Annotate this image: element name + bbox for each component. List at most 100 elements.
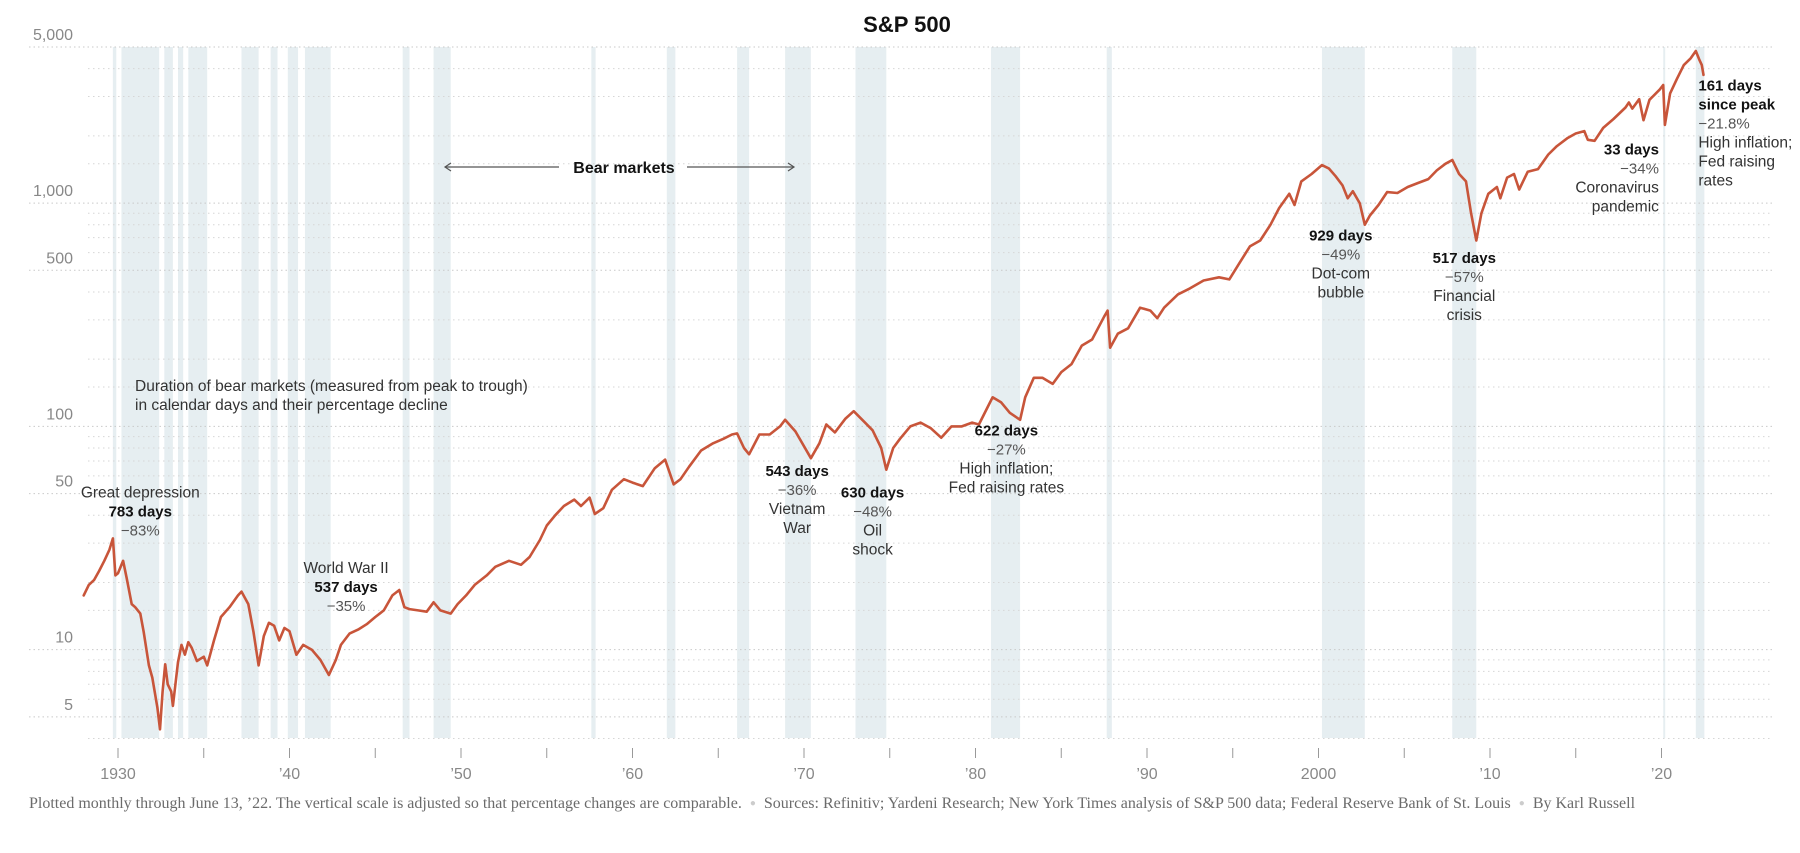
annotation-inflation-1980s: 622 days −27% High inflation; Fed raising r… xyxy=(949,423,1065,497)
annotation-line: Great depression xyxy=(81,485,200,502)
annotation-line: pandemic xyxy=(1592,199,1659,216)
annotation-line: −48% xyxy=(853,504,892,521)
annotation-line: shock xyxy=(852,542,893,559)
bear-market-band xyxy=(591,47,596,738)
annotation-line: Financial xyxy=(1433,288,1495,305)
annotation-line: since peak xyxy=(1698,96,1775,113)
subtitle-line: in calendar days and their percentage de… xyxy=(135,397,448,414)
y-tick-label: 50 xyxy=(55,474,73,491)
chart-subtitle: Duration of bear markets (measured from … xyxy=(135,378,528,414)
annotation-inflation-2022: 161 days since peak −21.8% High inflation; F… xyxy=(1698,77,1792,189)
annotation-world-war-ii: World War II 537 days −35% xyxy=(303,560,388,615)
bear-market-band xyxy=(112,47,117,738)
bear-market-band xyxy=(402,47,410,738)
x-tick-label: ’10 xyxy=(1479,766,1500,783)
bear-market-band xyxy=(1321,47,1365,738)
legend-label: Bear markets xyxy=(573,160,675,177)
bear-markets-legend: Bear markets xyxy=(443,160,796,177)
annotation-vietnam-war: 543 days −36% Vietnam War xyxy=(765,463,828,537)
bear-market-band xyxy=(737,47,750,738)
x-tick-label: ’80 xyxy=(965,766,986,783)
bear-market-band xyxy=(304,47,331,738)
bear-market-band xyxy=(188,47,208,738)
footnote-sources: Sources: Refinitiv; Yardeni Research; Ne… xyxy=(763,795,1511,812)
annotation-oil-shock: 630 days −48% Oil shock xyxy=(841,485,904,559)
bear-market-band xyxy=(990,47,1021,738)
x-tick-label: ’70 xyxy=(793,766,814,783)
annotation-line: −27% xyxy=(987,442,1026,459)
footnote-note: Plotted monthly through June 13, ’22. Th… xyxy=(29,795,742,812)
y-tick-label: 5,000 xyxy=(33,27,73,44)
bear-market-band xyxy=(241,47,259,738)
annotation-line: Vietnam xyxy=(769,501,826,518)
bear-market-band xyxy=(287,47,299,738)
bear-market-band xyxy=(121,47,160,738)
annotation-line: 630 days xyxy=(841,485,904,502)
x-tick-label: 1930 xyxy=(100,766,136,783)
x-tick-label: 2000 xyxy=(1301,766,1337,783)
annotation-line: 543 days xyxy=(765,463,828,480)
bear-market-band xyxy=(164,47,173,738)
bear-market-band xyxy=(1695,47,1705,738)
chart-title: S&P 500 xyxy=(863,12,951,37)
annotations: Great depression 783 days −83% World War II… xyxy=(81,77,1792,615)
y-tick-label: 5 xyxy=(64,697,73,714)
annotation-line: 783 days xyxy=(109,504,172,521)
y-axis-ticks: 5,000 1,000 500 100 50 10 5 xyxy=(33,27,73,714)
annotation-line: −83% xyxy=(121,523,160,540)
separator-dot: ● xyxy=(749,798,756,810)
annotation-line: −35% xyxy=(327,598,366,615)
bear-market-bands xyxy=(112,47,1705,738)
bear-market-band xyxy=(1452,47,1477,738)
bear-market-band xyxy=(1106,47,1112,738)
annotation-line: −36% xyxy=(778,482,817,499)
footnote: Plotted monthly through June 13, ’22. Th… xyxy=(29,792,1769,816)
annotation-line: High inflation; xyxy=(959,461,1053,478)
x-tick-label: ’50 xyxy=(450,766,471,783)
bear-market-band xyxy=(1663,47,1666,738)
bear-market-band xyxy=(666,47,676,738)
bear-market-band xyxy=(785,47,811,738)
y-tick-label: 100 xyxy=(46,406,73,423)
annotation-line: 161 days xyxy=(1698,77,1761,94)
annotation-line: Fed raising xyxy=(1698,153,1775,170)
annotation-line: 622 days xyxy=(975,423,1038,440)
annotation-line: 33 days xyxy=(1604,142,1659,159)
bear-market-band xyxy=(855,47,887,738)
x-tick-label: ’20 xyxy=(1651,766,1672,783)
annotation-line: −49% xyxy=(1321,246,1360,263)
y-tick-label: 10 xyxy=(55,630,73,647)
annotation-line: 537 days xyxy=(314,579,377,596)
arrow-left-icon xyxy=(443,162,452,172)
annotation-line: Fed raising rates xyxy=(949,480,1065,497)
annotation-line: 929 days xyxy=(1309,227,1372,244)
bear-market-band xyxy=(433,47,451,738)
annotation-line: bubble xyxy=(1318,284,1365,301)
annotation-line: crisis xyxy=(1447,307,1483,324)
bear-market-band xyxy=(178,47,184,738)
annotation-line: High inflation; xyxy=(1698,134,1792,151)
y-tick-label: 1,000 xyxy=(33,183,73,200)
footnote-byline: By Karl Russell xyxy=(1532,795,1636,812)
subtitle-line: Duration of bear markets (measured from … xyxy=(135,378,528,395)
annotation-line: Coronavirus xyxy=(1575,180,1659,197)
annotation-line: Oil xyxy=(863,523,882,540)
annotation-line: −21.8% xyxy=(1698,115,1749,132)
bear-market-band xyxy=(270,47,278,738)
annotation-line: −57% xyxy=(1445,269,1484,286)
annotation-great-depression: Great depression 783 days −83% xyxy=(81,485,200,540)
arrow-right-icon xyxy=(787,162,796,172)
x-tick-label: ’40 xyxy=(279,766,300,783)
gridlines xyxy=(29,46,1772,740)
annotation-line: 517 days xyxy=(1433,250,1496,267)
sp500-line xyxy=(82,49,1705,731)
y-tick-label: 500 xyxy=(46,250,73,267)
x-axis: 1930 ’40 ’50 ’60 ’70 ’80 ’90 2000 ’10 ’20 xyxy=(100,748,1672,783)
annotation-dot-com: 929 days −49% Dot-com bubble xyxy=(1309,227,1372,301)
x-tick-label: ’90 xyxy=(1136,766,1157,783)
annotation-line: −34% xyxy=(1620,161,1659,178)
annotation-line: World War II xyxy=(303,560,388,577)
annotation-coronavirus: 33 days −34% Coronavirus pandemic xyxy=(1575,142,1659,216)
annotation-line: Dot-com xyxy=(1312,265,1371,282)
